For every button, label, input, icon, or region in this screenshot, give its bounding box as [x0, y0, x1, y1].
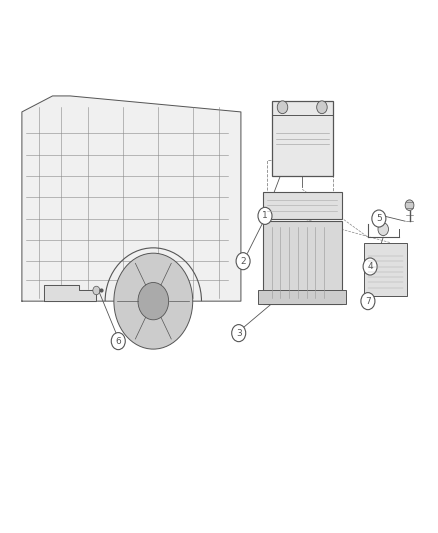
Circle shape — [317, 101, 327, 114]
Text: 2: 2 — [240, 257, 246, 265]
Circle shape — [114, 253, 193, 349]
Text: 1: 1 — [262, 212, 268, 220]
Circle shape — [232, 325, 246, 342]
Circle shape — [378, 223, 389, 236]
Text: 3: 3 — [236, 329, 242, 337]
Text: 4: 4 — [367, 262, 373, 271]
Polygon shape — [44, 285, 96, 301]
FancyBboxPatch shape — [258, 290, 346, 304]
FancyBboxPatch shape — [263, 192, 342, 219]
FancyBboxPatch shape — [364, 243, 407, 296]
Circle shape — [405, 200, 414, 211]
Polygon shape — [22, 96, 241, 301]
Circle shape — [277, 101, 288, 114]
Circle shape — [258, 207, 272, 224]
FancyBboxPatch shape — [263, 221, 342, 304]
Circle shape — [111, 333, 125, 350]
Circle shape — [361, 293, 375, 310]
Circle shape — [372, 210, 386, 227]
Circle shape — [363, 258, 377, 275]
Circle shape — [93, 286, 100, 295]
Circle shape — [138, 282, 169, 320]
Text: 5: 5 — [376, 214, 382, 223]
Text: 7: 7 — [365, 297, 371, 305]
Text: 6: 6 — [115, 337, 121, 345]
FancyBboxPatch shape — [272, 101, 333, 176]
Bar — [267, 160, 333, 213]
Circle shape — [236, 253, 250, 270]
